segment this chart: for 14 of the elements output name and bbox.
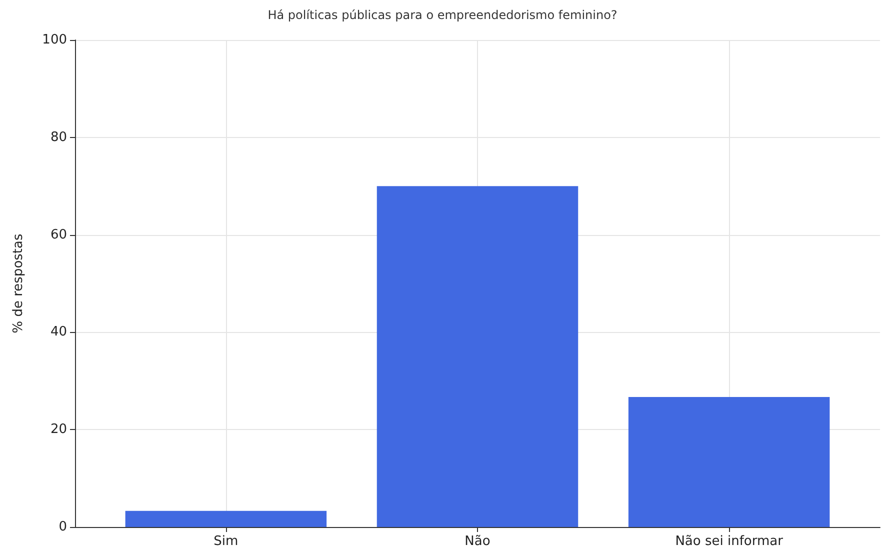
bar [376, 186, 578, 527]
x-tick-label: Sim [214, 534, 238, 549]
y-tick-label: 60 [50, 227, 67, 242]
bar [628, 396, 830, 527]
y-tick-label: 20 [50, 422, 67, 438]
y-tick-label: 80 [50, 130, 67, 145]
chart-title: Há políticas públicas para o empreendedorismo feminino? [268, 8, 618, 22]
y-tick-label: 40 [50, 324, 67, 340]
y-axis-title: % de respostas [11, 234, 26, 334]
x-tick-label: Não [464, 534, 490, 549]
y-tick-label: 0 [58, 520, 67, 534]
bar [125, 510, 327, 527]
y-tick-label: 100 [42, 32, 67, 48]
x-tick-label: Não sei informar [675, 534, 784, 549]
